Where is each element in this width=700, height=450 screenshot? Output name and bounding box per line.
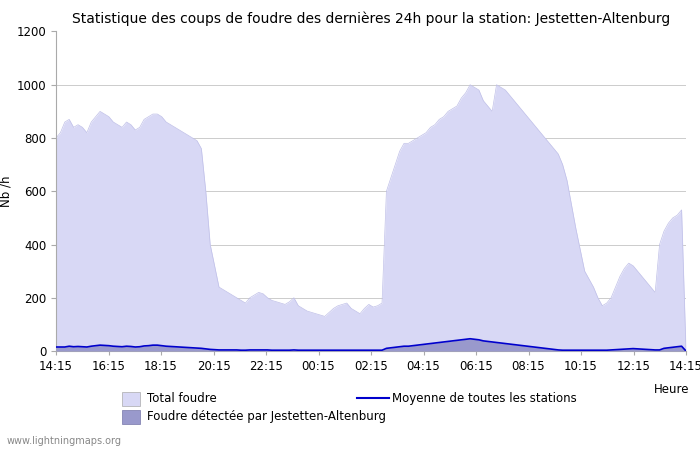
Title: Statistique des coups de foudre des dernières 24h pour la station: Jestetten-Alt: Statistique des coups de foudre des dern… <box>72 12 670 26</box>
Text: www.lightningmaps.org: www.lightningmaps.org <box>7 436 122 446</box>
Text: Moyenne de toutes les stations: Moyenne de toutes les stations <box>392 392 577 405</box>
Text: Total foudre: Total foudre <box>147 392 217 405</box>
Text: Heure: Heure <box>654 383 690 396</box>
Y-axis label: Nb /h: Nb /h <box>0 176 13 207</box>
Text: Foudre détectée par Jestetten-Altenburg: Foudre détectée par Jestetten-Altenburg <box>147 410 386 423</box>
